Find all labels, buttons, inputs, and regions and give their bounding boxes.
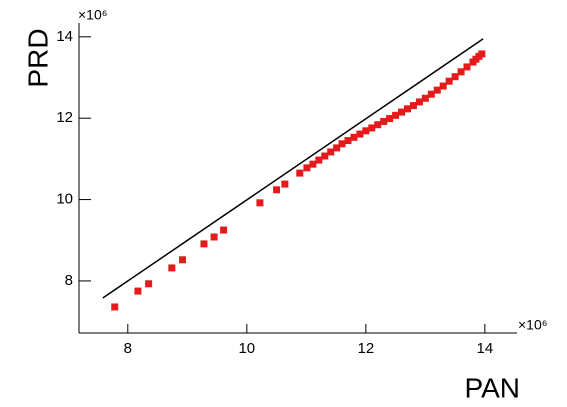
- point: [398, 108, 406, 116]
- y-tick-label: 8: [65, 272, 73, 289]
- point: [327, 148, 335, 156]
- point: [415, 98, 423, 106]
- point: [333, 144, 341, 152]
- x-tick-label: 12: [357, 340, 374, 357]
- point: [392, 111, 400, 119]
- y-tick-label: 12: [56, 109, 73, 126]
- point: [451, 73, 459, 81]
- point: [404, 105, 411, 113]
- point: [273, 186, 281, 194]
- point: [439, 82, 447, 90]
- point: [478, 50, 486, 58]
- y-tick-label: 14: [56, 28, 73, 45]
- point: [421, 94, 429, 102]
- point: [220, 226, 228, 234]
- point: [457, 68, 465, 76]
- x-axis-label: PAN: [465, 372, 521, 403]
- point: [463, 63, 471, 71]
- point: [445, 77, 453, 85]
- point: [321, 152, 329, 160]
- point: [200, 240, 208, 248]
- point: [111, 303, 119, 311]
- point: [433, 86, 441, 94]
- point: [362, 127, 370, 135]
- x-tick-label: 10: [238, 340, 255, 357]
- point: [344, 137, 352, 145]
- point: [338, 140, 346, 148]
- reference-line: [102, 38, 484, 299]
- y-axis-label: PRD: [22, 28, 53, 87]
- point: [303, 164, 311, 172]
- point: [386, 115, 394, 123]
- point: [145, 280, 153, 288]
- point: [256, 199, 264, 207]
- point: [179, 256, 187, 264]
- point: [350, 133, 358, 141]
- point: [409, 102, 417, 110]
- point: [427, 90, 435, 98]
- point: [210, 233, 218, 241]
- x-tick-label: 8: [124, 340, 132, 357]
- y-multiplier: ×10⁶: [78, 7, 108, 23]
- x-tick-label: 14: [477, 340, 494, 357]
- point: [380, 117, 388, 125]
- point: [296, 169, 304, 177]
- point: [134, 287, 142, 295]
- point: [374, 121, 382, 129]
- point: [281, 180, 289, 188]
- point: [168, 264, 176, 272]
- point: [315, 156, 323, 164]
- point: [356, 130, 364, 138]
- point: [309, 160, 317, 168]
- x-multiplier: ×10⁶: [518, 317, 548, 333]
- point: [368, 124, 376, 132]
- y-tick-label: 10: [56, 191, 73, 208]
